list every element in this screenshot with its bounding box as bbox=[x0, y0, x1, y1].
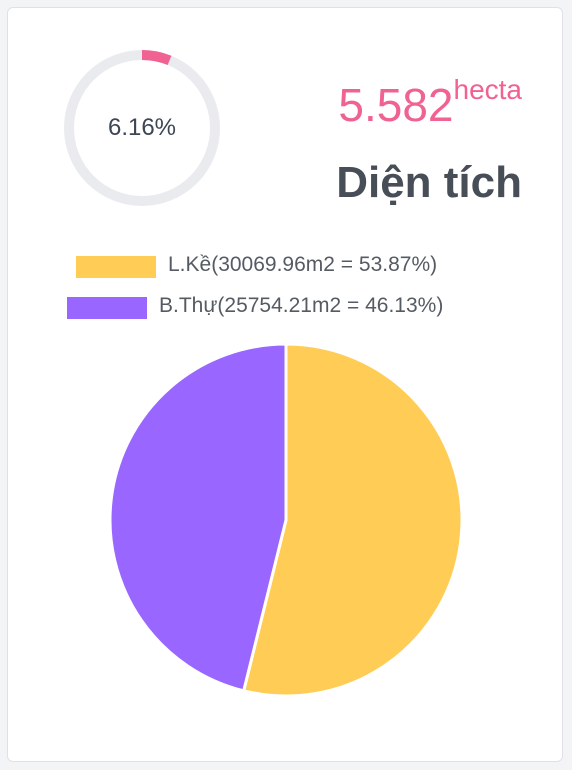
legend-swatch-biet-thu bbox=[67, 297, 147, 319]
legend-swatch-lien-ke bbox=[76, 256, 156, 278]
gauge-fill-arc bbox=[141, 50, 172, 66]
pie-chart bbox=[108, 342, 464, 698]
area-title: Diện tích bbox=[336, 158, 522, 207]
pie-slice-lien-ke[interactable] bbox=[242, 342, 464, 698]
gauge-ring bbox=[64, 50, 220, 206]
legend-label-biet-thu: B.Thự(25754.21m2 = 46.13%) bbox=[159, 294, 444, 317]
area-value: 5.582hecta bbox=[338, 74, 522, 132]
gauge-percent-label: 6.16% bbox=[107, 114, 177, 141]
percent-gauge: 6.16% bbox=[60, 46, 224, 210]
area-unit: hecta bbox=[453, 74, 523, 105]
pie-slice-biet-thu[interactable] bbox=[108, 342, 288, 693]
area-number: 5.582 bbox=[338, 79, 454, 131]
area-card: 6.16% 5.582hecta Diện tích L.Kề(30069.96… bbox=[7, 7, 563, 762]
legend-label-lien-ke: L.Kề(30069.96m2 = 53.87%) bbox=[168, 253, 438, 276]
